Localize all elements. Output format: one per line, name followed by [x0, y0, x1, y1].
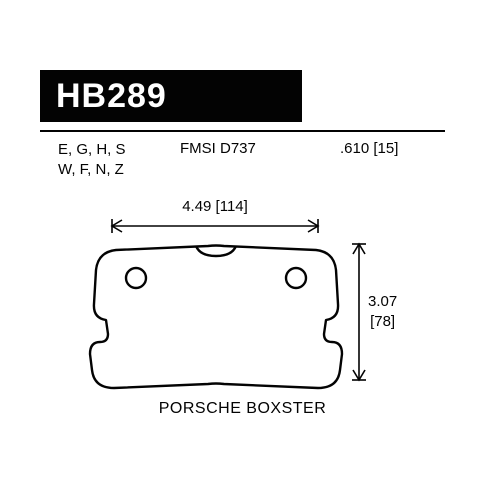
height-dimension: 3.07 [78]	[350, 242, 440, 382]
header-bar: HB289	[40, 70, 302, 122]
height-arrow-icon	[350, 242, 368, 382]
width-dimension: 4.49 [114]	[110, 198, 320, 235]
compound-line-2: W, F, N, Z	[58, 160, 126, 180]
thickness-value: .610 [15]	[340, 140, 398, 157]
part-number: HB289	[56, 77, 167, 116]
spec-card: HB289 E, G, H, S W, F, N, Z FMSI D737 .6…	[40, 70, 460, 430]
fmsi-code: FMSI D737	[180, 140, 256, 157]
vehicle-caption: PORSCHE BOXSTER	[40, 400, 445, 418]
width-arrow-icon	[110, 217, 320, 235]
height-mm: [78]	[368, 312, 397, 332]
height-in: 3.07	[368, 292, 397, 312]
compound-codes: E, G, H, S W, F, N, Z	[58, 140, 126, 181]
brake-pad-outline	[88, 242, 344, 392]
height-label: 3.07 [78]	[368, 292, 397, 331]
compound-line-1: E, G, H, S	[58, 140, 126, 160]
width-label: 4.49 [114]	[110, 198, 320, 215]
divider	[40, 130, 445, 132]
